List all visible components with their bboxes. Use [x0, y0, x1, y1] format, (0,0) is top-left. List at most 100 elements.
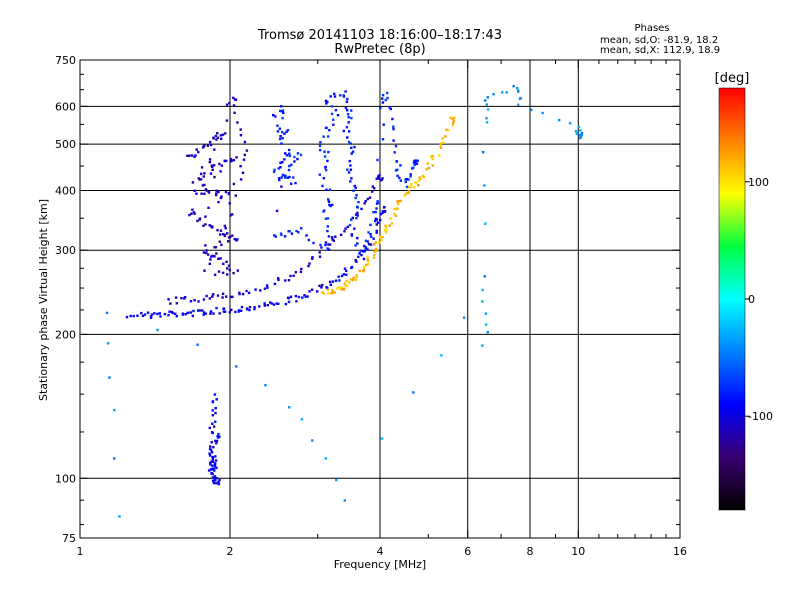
data-point	[214, 439, 217, 443]
data-point	[203, 172, 206, 175]
data-point	[375, 207, 378, 210]
data-point	[321, 184, 324, 188]
data-point	[333, 92, 336, 96]
data-point	[113, 408, 116, 412]
data-point	[299, 270, 303, 274]
data-point	[404, 180, 407, 184]
data-point	[330, 105, 334, 108]
data-point	[201, 184, 205, 187]
data-point	[312, 241, 315, 245]
data-point	[174, 312, 177, 315]
data-point	[222, 262, 225, 265]
data-point	[223, 159, 226, 163]
data-point	[366, 240, 369, 243]
data-point	[336, 287, 339, 290]
colorbar-tick-label: 100	[748, 176, 769, 189]
data-point	[340, 286, 343, 289]
data-point	[277, 177, 281, 180]
data-point	[350, 109, 353, 112]
data-point	[208, 297, 211, 300]
data-point	[579, 129, 582, 132]
data-point	[345, 126, 349, 129]
phase-stats-o: mean, sd,O: -81.9, 18.2	[600, 35, 718, 46]
data-point	[410, 183, 413, 186]
data-point	[372, 211, 375, 214]
data-point	[190, 212, 193, 215]
data-point	[375, 249, 379, 252]
data-point	[283, 132, 286, 135]
data-point	[167, 314, 170, 317]
data-point	[355, 260, 358, 263]
data-point	[407, 178, 410, 181]
data-point	[408, 185, 411, 189]
data-point	[105, 311, 109, 315]
data-point	[363, 249, 367, 253]
data-point	[203, 269, 206, 272]
data-point	[228, 101, 231, 105]
data-point	[275, 209, 279, 213]
data-point	[240, 305, 244, 309]
data-point	[191, 181, 195, 184]
data-point	[338, 279, 341, 282]
data-point	[225, 119, 229, 122]
data-point	[277, 278, 280, 282]
data-point	[381, 210, 384, 213]
data-point	[320, 246, 323, 249]
data-point	[385, 228, 388, 231]
data-point	[325, 126, 328, 130]
data-point	[346, 136, 349, 139]
data-point	[389, 217, 392, 220]
data-point	[219, 134, 223, 137]
data-point	[192, 211, 196, 214]
data-point	[287, 168, 291, 172]
data-point	[452, 121, 455, 124]
data-point	[484, 99, 487, 102]
data-point	[486, 96, 489, 99]
x-tick-label: 2	[227, 545, 234, 558]
data-point	[239, 134, 243, 137]
data-point	[413, 159, 416, 163]
data-point	[483, 275, 486, 278]
data-point	[281, 130, 284, 134]
y-tick-label: 600	[55, 100, 76, 113]
data-point	[327, 235, 331, 238]
data-point	[388, 224, 391, 227]
data-point	[234, 310, 237, 314]
data-point	[294, 271, 297, 274]
data-point	[418, 176, 421, 179]
data-point	[285, 154, 289, 157]
y-tick-label: 100	[55, 472, 76, 485]
data-point	[201, 146, 205, 149]
data-point	[129, 314, 132, 318]
data-point	[232, 96, 235, 100]
data-point	[205, 249, 208, 252]
data-point	[349, 180, 352, 183]
data-point	[356, 242, 359, 245]
data-point	[213, 255, 216, 258]
data-point	[222, 233, 225, 236]
data-point	[212, 293, 215, 296]
data-point	[354, 244, 357, 247]
data-point	[481, 344, 484, 347]
data-point	[136, 314, 139, 317]
data-point	[381, 94, 385, 97]
data-point	[203, 144, 206, 147]
data-point	[215, 476, 218, 480]
data-point	[218, 162, 221, 166]
data-point	[425, 168, 428, 171]
data-point	[213, 463, 217, 466]
y-tick-label: 200	[55, 328, 76, 341]
data-point	[358, 269, 361, 273]
data-point	[407, 191, 410, 195]
data-point	[381, 97, 384, 100]
data-point	[140, 311, 143, 315]
data-point	[141, 314, 145, 317]
data-point	[285, 130, 288, 133]
data-point	[323, 155, 327, 158]
data-point	[371, 190, 374, 193]
data-point	[215, 439, 219, 443]
data-point	[354, 258, 357, 262]
data-point	[381, 101, 385, 104]
data-point	[242, 158, 246, 161]
data-point	[492, 93, 495, 96]
